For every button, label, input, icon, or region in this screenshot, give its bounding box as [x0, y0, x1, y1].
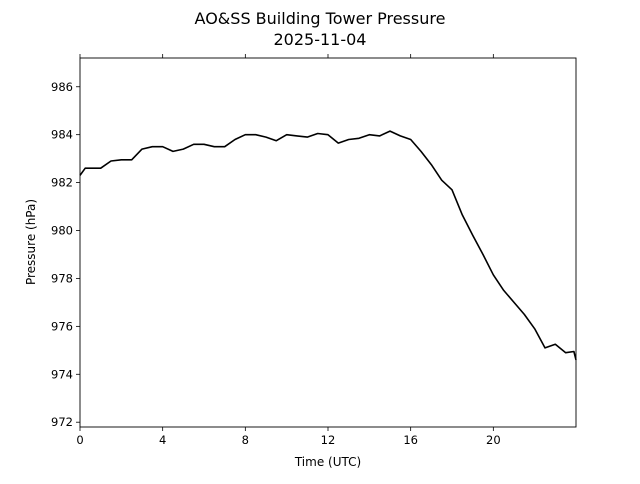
x-tick-label: 4	[159, 433, 166, 447]
y-tick-label: 982	[51, 176, 73, 190]
x-axis-label: Time (UTC)	[294, 455, 361, 469]
x-tick-label: 12	[321, 433, 336, 447]
y-tick-label: 974	[51, 367, 73, 381]
series-line	[79, 130, 577, 361]
y-tick-label: 984	[51, 128, 73, 142]
y-axis-label: Pressure (hPa)	[24, 199, 38, 285]
chart-subtitle: 2025-11-04	[274, 30, 367, 49]
x-tick-label: 0	[76, 433, 83, 447]
y-tick-label: 972	[51, 415, 73, 429]
plot-frame	[79, 57, 577, 428]
y-tick-label: 976	[51, 319, 73, 333]
y-tick-label: 986	[51, 80, 73, 94]
y-tick-label: 980	[51, 224, 73, 238]
x-tick-label: 20	[486, 433, 501, 447]
x-tick-label: 8	[242, 433, 249, 447]
x-tick-label: 16	[403, 433, 418, 447]
chart-title: AO&SS Building Tower Pressure	[195, 9, 446, 28]
y-tick-label: 978	[51, 271, 73, 285]
